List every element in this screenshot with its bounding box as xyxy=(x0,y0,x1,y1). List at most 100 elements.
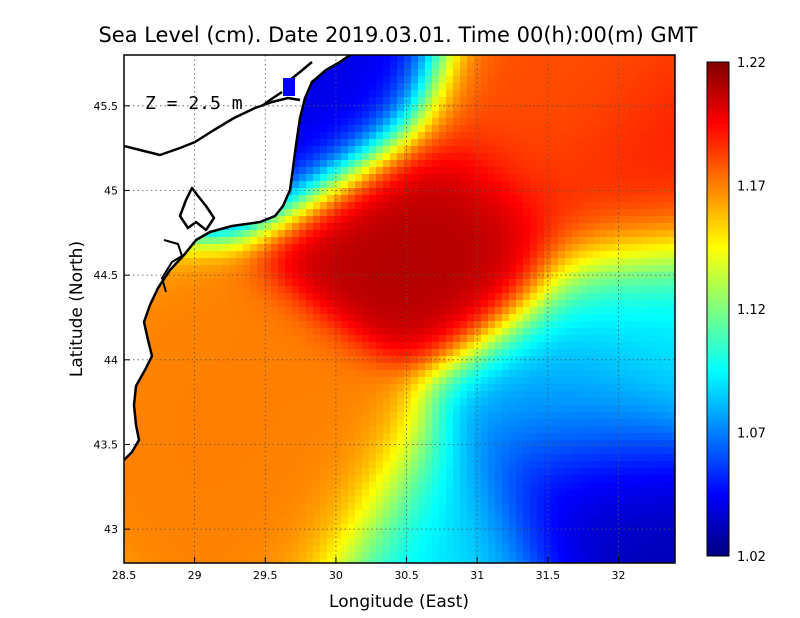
field-cell xyxy=(306,391,314,399)
field-cell xyxy=(530,279,538,287)
field-cell xyxy=(208,230,216,238)
field-cell xyxy=(355,377,363,385)
field-cell xyxy=(411,195,419,203)
field-cell xyxy=(614,160,622,168)
field-cell xyxy=(481,160,489,168)
field-cell xyxy=(404,272,412,280)
field-cell xyxy=(516,391,524,399)
field-cell xyxy=(586,321,594,329)
field-cell xyxy=(551,251,559,259)
field-cell xyxy=(285,426,293,434)
field-cell xyxy=(376,69,384,77)
field-cell xyxy=(250,251,258,259)
field-cell xyxy=(299,398,307,406)
field-cell xyxy=(628,454,636,462)
field-cell xyxy=(586,426,594,434)
field-cell xyxy=(453,370,461,378)
field-cell xyxy=(404,286,412,294)
field-cell xyxy=(341,195,349,203)
field-cell xyxy=(460,468,468,476)
field-cell xyxy=(565,419,573,427)
field-cell xyxy=(586,475,594,483)
field-cell xyxy=(159,468,167,476)
field-cell xyxy=(208,454,216,462)
field-cell xyxy=(502,202,510,210)
field-cell xyxy=(250,370,258,378)
field-cell xyxy=(215,377,223,385)
field-cell xyxy=(362,188,370,196)
field-cell xyxy=(551,209,559,217)
field-cell xyxy=(600,237,608,245)
field-cell xyxy=(236,468,244,476)
field-cell xyxy=(474,251,482,259)
field-cell xyxy=(593,398,601,406)
field-cell xyxy=(502,419,510,427)
field-cell xyxy=(348,76,356,84)
field-cell xyxy=(306,482,314,490)
field-cell xyxy=(516,62,524,70)
field-cell xyxy=(488,447,496,455)
field-cell xyxy=(341,69,349,77)
field-cell xyxy=(502,461,510,469)
field-cell xyxy=(523,104,531,112)
field-cell xyxy=(439,328,447,336)
field-cell xyxy=(138,468,146,476)
field-cell xyxy=(236,447,244,455)
field-cell xyxy=(579,286,587,294)
field-cell xyxy=(488,384,496,392)
field-cell xyxy=(201,356,209,364)
field-cell xyxy=(509,181,517,189)
field-cell xyxy=(642,111,650,119)
field-cell xyxy=(663,258,671,266)
field-cell xyxy=(572,237,580,245)
field-cell xyxy=(670,342,675,350)
field-cell xyxy=(264,293,272,301)
field-cell xyxy=(502,335,510,343)
field-cell xyxy=(404,97,412,105)
field-cell xyxy=(467,426,475,434)
field-cell xyxy=(530,314,538,322)
field-cell xyxy=(509,349,517,357)
field-cell xyxy=(670,265,675,273)
field-cell xyxy=(614,111,622,119)
field-cell xyxy=(166,314,174,322)
field-cell xyxy=(404,181,412,189)
field-cell xyxy=(523,370,531,378)
field-cell xyxy=(376,223,384,231)
field-cell xyxy=(418,363,426,371)
field-cell xyxy=(642,209,650,217)
field-cell xyxy=(586,97,594,105)
field-cell xyxy=(495,55,503,63)
field-cell xyxy=(257,391,265,399)
field-cell xyxy=(201,475,209,483)
field-cell xyxy=(656,489,664,497)
field-cell xyxy=(516,370,524,378)
field-cell xyxy=(362,55,370,63)
field-cell xyxy=(600,223,608,231)
field-cell xyxy=(362,62,370,70)
field-cell xyxy=(383,370,391,378)
field-cell xyxy=(327,328,335,336)
field-cell xyxy=(488,307,496,315)
field-cell xyxy=(607,244,615,252)
field-cell xyxy=(481,391,489,399)
field-cell xyxy=(334,258,342,266)
field-cell xyxy=(341,363,349,371)
field-cell xyxy=(593,391,601,399)
field-cell xyxy=(327,83,335,91)
field-cell xyxy=(355,195,363,203)
field-cell xyxy=(649,90,657,98)
field-cell xyxy=(404,489,412,497)
field-cell xyxy=(404,139,412,147)
field-cell xyxy=(516,181,524,189)
field-cell xyxy=(369,125,377,133)
field-cell xyxy=(572,202,580,210)
field-cell xyxy=(572,468,580,476)
field-cell xyxy=(453,153,461,161)
field-cell xyxy=(229,293,237,301)
field-cell xyxy=(264,251,272,259)
field-cell xyxy=(628,426,636,434)
field-cell xyxy=(208,335,216,343)
field-cell xyxy=(621,363,629,371)
field-cell xyxy=(523,55,531,63)
